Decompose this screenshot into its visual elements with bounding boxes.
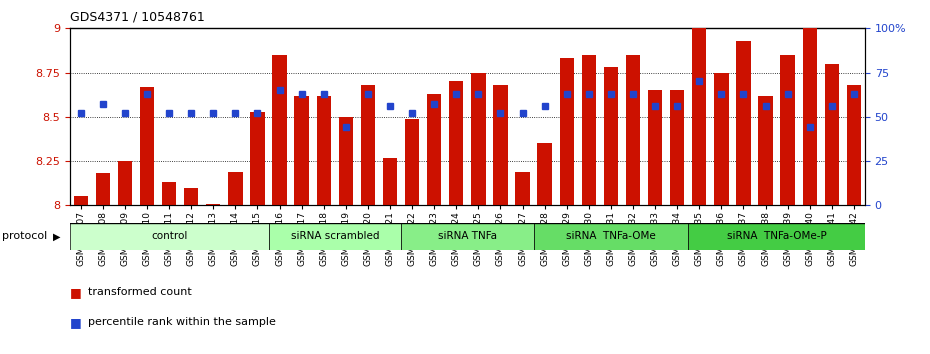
- Bar: [560, 58, 574, 205]
- Bar: [737, 41, 751, 205]
- Bar: [184, 188, 198, 205]
- Text: ■: ■: [70, 286, 82, 298]
- Text: ▶: ▶: [53, 232, 60, 241]
- Bar: [534, 223, 688, 250]
- Bar: [493, 85, 508, 205]
- Text: siRNA  TNFa-OMe-P: siRNA TNFa-OMe-P: [726, 231, 827, 241]
- Bar: [581, 55, 596, 205]
- Bar: [70, 223, 269, 250]
- Bar: [758, 96, 773, 205]
- Bar: [626, 55, 640, 205]
- Bar: [118, 161, 132, 205]
- Text: GDS4371 / 10548761: GDS4371 / 10548761: [70, 11, 205, 24]
- Bar: [692, 28, 707, 205]
- Bar: [472, 73, 485, 205]
- Bar: [846, 85, 861, 205]
- Bar: [401, 223, 534, 250]
- Bar: [604, 67, 618, 205]
- Bar: [449, 81, 463, 205]
- Bar: [405, 119, 419, 205]
- Bar: [96, 173, 110, 205]
- Bar: [538, 143, 551, 205]
- Bar: [206, 204, 220, 205]
- Bar: [339, 117, 353, 205]
- Text: siRNA TNFa: siRNA TNFa: [438, 231, 497, 241]
- Text: ■: ■: [70, 316, 82, 329]
- Bar: [825, 64, 839, 205]
- Bar: [714, 73, 728, 205]
- Text: percentile rank within the sample: percentile rank within the sample: [88, 317, 276, 327]
- Bar: [272, 55, 286, 205]
- Bar: [316, 96, 331, 205]
- Bar: [688, 223, 865, 250]
- Text: control: control: [151, 231, 187, 241]
- Bar: [295, 96, 309, 205]
- Bar: [73, 196, 88, 205]
- Bar: [250, 112, 265, 205]
- Bar: [803, 28, 817, 205]
- Bar: [515, 172, 530, 205]
- Text: transformed count: transformed count: [88, 287, 193, 297]
- Bar: [780, 55, 795, 205]
- Bar: [361, 85, 375, 205]
- Text: siRNA scrambled: siRNA scrambled: [290, 231, 379, 241]
- Text: protocol: protocol: [2, 232, 47, 241]
- Bar: [140, 87, 154, 205]
- Text: siRNA  TNFa-OMe: siRNA TNFa-OMe: [566, 231, 656, 241]
- Bar: [648, 90, 662, 205]
- Bar: [162, 182, 177, 205]
- Bar: [269, 223, 401, 250]
- Bar: [383, 158, 397, 205]
- Bar: [670, 90, 684, 205]
- Bar: [427, 94, 442, 205]
- Bar: [228, 172, 243, 205]
